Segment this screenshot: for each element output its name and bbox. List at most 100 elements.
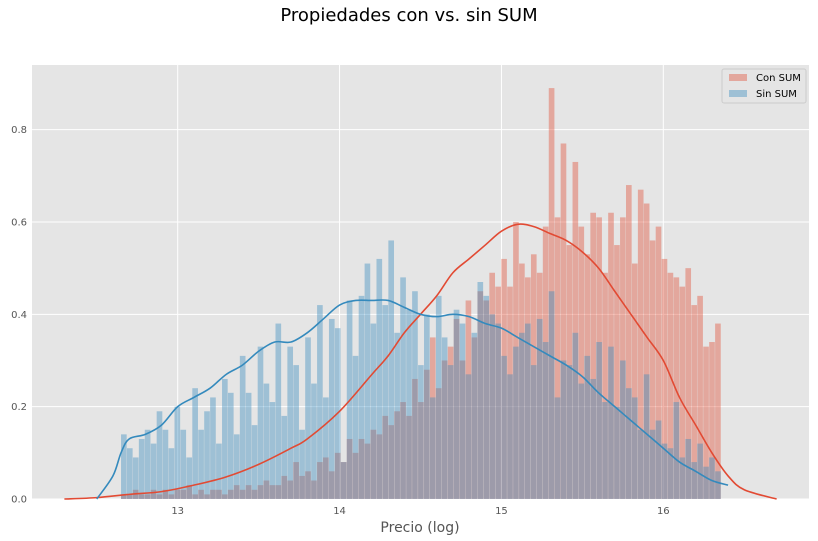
sin-sum-bar — [489, 314, 496, 499]
con-sum-bar — [263, 480, 270, 499]
con-sum-bar — [536, 272, 543, 499]
con-sum-bar — [501, 258, 507, 499]
legend-label-con-sum: Con SUM — [756, 73, 801, 84]
con-sum-bar — [435, 388, 442, 499]
sin-sum-bar — [542, 342, 549, 499]
con-sum-bar — [489, 272, 496, 499]
x-axis-label: Precio (log) — [380, 520, 459, 536]
sin-sum-bar — [697, 443, 703, 499]
con-sum-bar — [530, 254, 537, 499]
con-sum-bar — [643, 203, 650, 500]
con-sum-bar — [429, 337, 436, 499]
sin-sum-bar — [614, 406, 620, 499]
sin-sum-bar — [358, 295, 365, 499]
con-sum-bar — [483, 300, 490, 499]
con-sum-bar — [311, 480, 317, 499]
sin-sum-bar — [406, 309, 412, 499]
sin-sum-bar — [584, 355, 591, 499]
sin-sum-bar — [637, 429, 644, 499]
sin-sum-bar — [251, 425, 258, 499]
con-sum-bar — [281, 475, 288, 499]
sin-sum-bar — [210, 397, 216, 499]
sin-sum-bar — [620, 360, 626, 499]
sin-sum-bar — [418, 365, 424, 499]
sin-sum-bar — [608, 346, 614, 499]
sin-sum-bar — [554, 397, 561, 499]
sin-sum-bar — [126, 448, 133, 499]
x-tick-label: 14 — [333, 506, 346, 517]
x-tick-label: 16 — [657, 506, 670, 517]
sin-sum-bar — [435, 295, 442, 499]
plot-area — [32, 65, 809, 499]
con-sum-bar — [323, 457, 329, 499]
con-sum-bar — [661, 258, 668, 499]
con-sum-bar — [667, 272, 674, 499]
con-sum-bar — [709, 342, 715, 499]
con-sum-bar — [156, 494, 163, 499]
con-sum-bar — [608, 212, 614, 499]
con-sum-bar — [400, 402, 406, 499]
con-sum-bar — [513, 221, 519, 499]
sin-sum-bar — [269, 402, 276, 499]
con-sum-bar — [251, 489, 258, 499]
sin-sum-bar — [382, 305, 389, 499]
con-sum-bar — [554, 217, 561, 500]
sin-sum-bar — [661, 443, 668, 499]
con-sum-bar — [602, 272, 608, 499]
con-sum-bar — [679, 286, 686, 499]
sin-sum-bar — [370, 323, 377, 499]
sin-sum-bar — [328, 318, 335, 499]
sin-sum-bar — [400, 277, 406, 499]
con-sum-bar — [412, 378, 418, 499]
x-tick-label: 13 — [171, 506, 184, 517]
con-sum-bar — [382, 415, 389, 499]
sin-sum-bar — [144, 429, 151, 499]
sin-sum-bar — [293, 365, 299, 499]
con-sum-bar — [257, 485, 264, 499]
sin-sum-bars — [121, 240, 721, 499]
con-sum-bar — [394, 411, 400, 499]
sin-sum-bar — [263, 383, 270, 499]
con-sum-bar — [715, 323, 721, 499]
sin-sum-bar — [483, 295, 490, 499]
con-sum-bar — [210, 489, 216, 499]
sin-sum-bar — [412, 291, 418, 499]
con-sum-bar — [566, 245, 573, 499]
y-tick-label: 0.4 — [11, 310, 27, 321]
sin-sum-bar — [305, 337, 311, 499]
con-sum-bar — [626, 185, 632, 500]
sin-sum-bar — [679, 457, 686, 499]
con-sum-bar — [180, 489, 187, 499]
con-sum-bar — [370, 429, 377, 499]
con-sum-bar — [192, 494, 198, 499]
sin-sum-bar — [560, 360, 567, 499]
con-sum-bar — [697, 295, 703, 499]
sin-sum-bar — [121, 434, 127, 499]
sin-sum-bar — [156, 411, 163, 499]
con-sum-bar — [275, 485, 282, 499]
con-sum-bar — [691, 305, 697, 499]
sin-sum-bar — [691, 462, 697, 499]
con-sum-bar — [340, 462, 347, 499]
sin-sum-bar — [566, 365, 573, 499]
con-sum-bar — [150, 489, 157, 499]
sin-sum-bar — [222, 378, 228, 499]
sin-sum-bar — [239, 355, 246, 499]
sin-sum-bar — [655, 420, 662, 499]
con-sum-bar — [685, 268, 692, 499]
con-sum-bar — [174, 489, 181, 499]
sin-sum-bar — [525, 323, 531, 499]
sin-sum-bar — [673, 402, 680, 499]
con-sum-bar — [352, 452, 359, 499]
con-sum-bar — [299, 475, 305, 499]
con-sum-bar — [269, 485, 276, 499]
sin-sum-kde-line — [96, 299, 729, 500]
legend-swatch-con-sum — [729, 74, 747, 81]
sin-sum-bar — [233, 434, 240, 499]
con-sum-bar — [406, 415, 412, 499]
con-sum-bar — [519, 263, 525, 499]
sin-sum-bar — [667, 448, 674, 499]
con-sum-bar — [447, 346, 454, 499]
con-sum-bar — [334, 452, 341, 499]
con-sum-bar — [186, 485, 193, 499]
